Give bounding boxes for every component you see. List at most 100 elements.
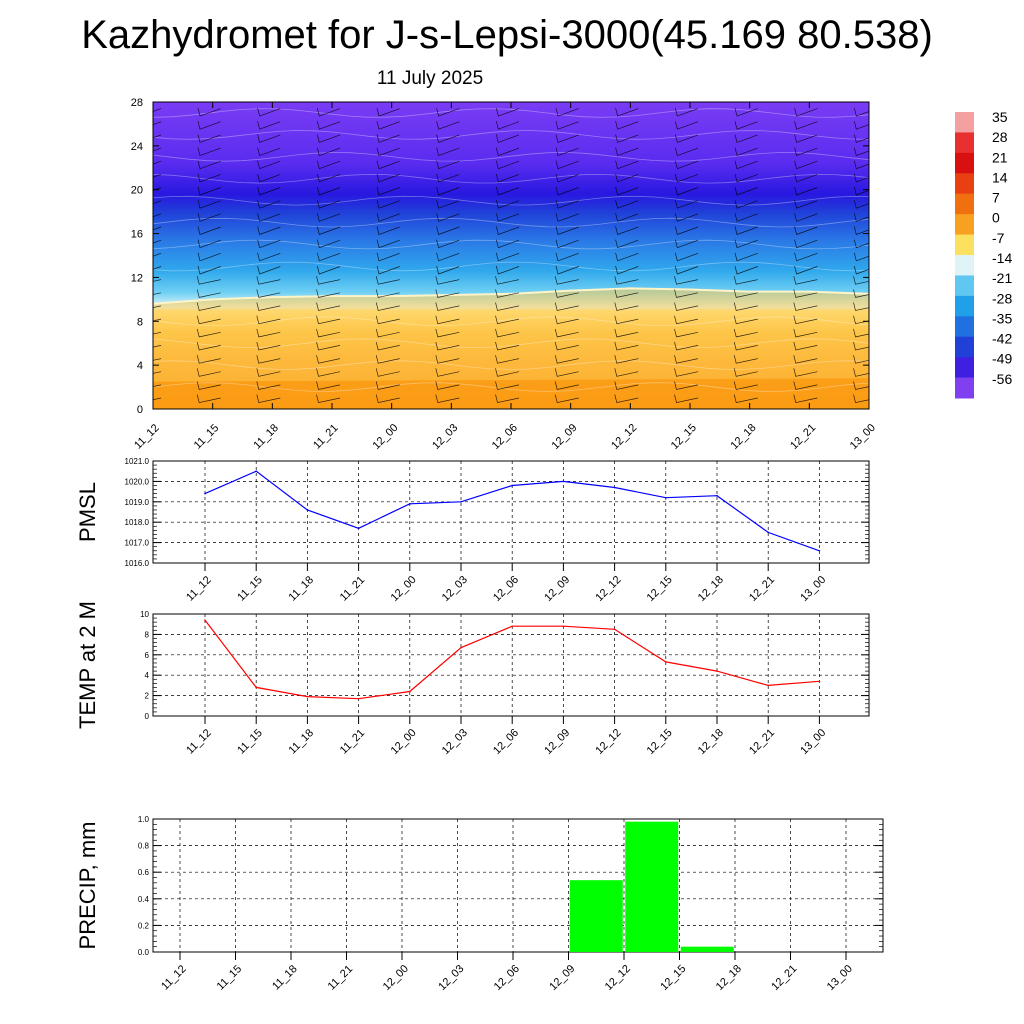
wind-barb bbox=[436, 173, 460, 183]
heatmap-y-tick-label: 20 bbox=[131, 185, 143, 197]
colorbar-label: 7 bbox=[992, 190, 1000, 206]
heatmap-x-tick-label: 12_21 bbox=[788, 422, 818, 452]
precip-x-tick-label: 12_03 bbox=[436, 963, 466, 993]
wind-barb bbox=[316, 121, 341, 130]
wind-barb bbox=[615, 226, 639, 235]
wind-barb bbox=[153, 160, 162, 165]
wind-barb bbox=[257, 121, 281, 130]
wind-barb bbox=[554, 368, 579, 377]
temp2m-x-tick-label: 12_21 bbox=[747, 727, 777, 757]
wind-barb bbox=[733, 341, 758, 351]
isotherm-contour bbox=[153, 217, 869, 228]
wind-barb bbox=[853, 239, 869, 249]
wind-barb bbox=[853, 108, 869, 117]
temp2m-x-tick-label: 12_15 bbox=[645, 727, 675, 757]
pmsl-y-tick-label: 1017.0 bbox=[125, 539, 150, 548]
wind-barb bbox=[794, 200, 818, 209]
pmsl-x-tick-label: 12_21 bbox=[747, 574, 777, 604]
colorbar-label: -21 bbox=[992, 270, 1012, 286]
wind-barb bbox=[733, 302, 758, 311]
precip-panel: 0.0 0.2 0.4 0.6 0.8 1.0 11_12 11_15 11_18 11_21 12… bbox=[75, 815, 884, 993]
heatmap-y-tick-label: 0 bbox=[137, 404, 143, 416]
wind-barb bbox=[495, 381, 520, 390]
wind-barb bbox=[615, 160, 639, 170]
isotherm-contour bbox=[153, 360, 869, 370]
colorbar-swatch bbox=[955, 132, 974, 154]
wind-barb bbox=[436, 160, 460, 170]
wind-barb bbox=[733, 368, 758, 377]
wind-barb bbox=[197, 147, 221, 157]
wind-barb bbox=[153, 345, 162, 348]
wind-barb bbox=[375, 289, 400, 298]
wind-barb bbox=[555, 147, 579, 157]
pmsl-x-tick-label: 11_21 bbox=[338, 574, 368, 604]
pmsl-x-tick-label: 12_18 bbox=[696, 574, 726, 604]
wind-barb bbox=[674, 394, 699, 404]
wind-barb bbox=[554, 289, 579, 298]
heatmap-x-tick-label: 13_00 bbox=[848, 422, 878, 452]
wind-barb bbox=[256, 394, 281, 404]
wind-barb bbox=[436, 200, 460, 209]
wind-barb bbox=[316, 147, 341, 157]
precip-x-tick-label: 12_00 bbox=[381, 963, 411, 993]
wind-barb bbox=[853, 265, 869, 275]
wind-barb bbox=[375, 328, 400, 338]
wind-barb bbox=[257, 173, 281, 183]
wind-barb bbox=[614, 394, 639, 404]
wind-barb bbox=[794, 147, 818, 157]
wind-barb bbox=[615, 239, 639, 249]
wind-barb bbox=[674, 289, 699, 298]
wind-barb bbox=[436, 121, 460, 130]
temp2m-x-tick-label: 12_03 bbox=[440, 727, 470, 757]
wind-barb bbox=[197, 213, 221, 222]
wind-barb bbox=[674, 381, 699, 390]
wind-barb bbox=[435, 368, 460, 377]
precip-y-label: PRECIP, mm bbox=[75, 822, 100, 950]
temp2m-y-tick-label: 2 bbox=[145, 692, 150, 701]
heatmap-y-tick-label: 12 bbox=[131, 272, 143, 284]
wind-barb bbox=[376, 160, 400, 170]
colorbar-label: -42 bbox=[992, 331, 1012, 347]
wind-barb bbox=[376, 213, 400, 222]
page-subtitle: 11 July 2025 bbox=[377, 68, 483, 89]
temp2m-x-tick-label: 11_18 bbox=[287, 727, 317, 757]
wind-barb bbox=[554, 276, 579, 285]
wind-barb bbox=[495, 226, 520, 235]
wind-barb bbox=[853, 276, 869, 285]
pmsl-x-tick-label: 12_09 bbox=[542, 574, 572, 604]
colorbar-label: 21 bbox=[992, 149, 1008, 165]
temp2m-x-tick-label: 12_00 bbox=[389, 727, 419, 757]
wind-barb bbox=[555, 134, 579, 143]
page-title: Kazhydromet for J-s-Lepsi-3000(45.169 80… bbox=[81, 13, 933, 57]
precip-x-tick-label: 11_18 bbox=[270, 963, 300, 993]
wind-barb bbox=[614, 355, 639, 364]
pmsl-x-tick-label: 12_06 bbox=[491, 574, 521, 604]
pmsl-x-tick-label: 11_12 bbox=[184, 574, 214, 604]
temp2m-y-label: TEMP at 2 M bbox=[75, 601, 100, 729]
wind-barb bbox=[316, 239, 341, 249]
wind-barb bbox=[734, 239, 758, 249]
wind-barb bbox=[316, 160, 341, 170]
wind-barb bbox=[153, 200, 162, 204]
wind-barb bbox=[376, 200, 400, 209]
wind-barb bbox=[614, 315, 639, 325]
colorbar-label: -14 bbox=[992, 250, 1012, 266]
pmsl-point bbox=[204, 492, 206, 495]
wind-barb bbox=[674, 341, 699, 351]
wind-barb bbox=[316, 200, 341, 209]
precip-x-tick-label: 11_21 bbox=[326, 963, 356, 993]
temp2m-x-tick-label: 12_12 bbox=[593, 727, 623, 757]
temp2m-x-tick-label: 12_09 bbox=[542, 727, 572, 757]
wind-barb bbox=[436, 239, 460, 249]
wind-barb bbox=[555, 265, 579, 275]
wind-barb bbox=[733, 315, 758, 325]
wind-barb bbox=[256, 341, 281, 351]
colorbar-label: -28 bbox=[992, 290, 1012, 306]
pmsl-point bbox=[562, 480, 565, 483]
wind-barb bbox=[153, 134, 162, 139]
pmsl-x-tick-label: 12_03 bbox=[440, 574, 470, 604]
pmsl-point bbox=[306, 509, 309, 511]
wind-barb bbox=[853, 355, 869, 364]
wind-barb bbox=[734, 200, 758, 209]
pmsl-point bbox=[818, 549, 821, 552]
